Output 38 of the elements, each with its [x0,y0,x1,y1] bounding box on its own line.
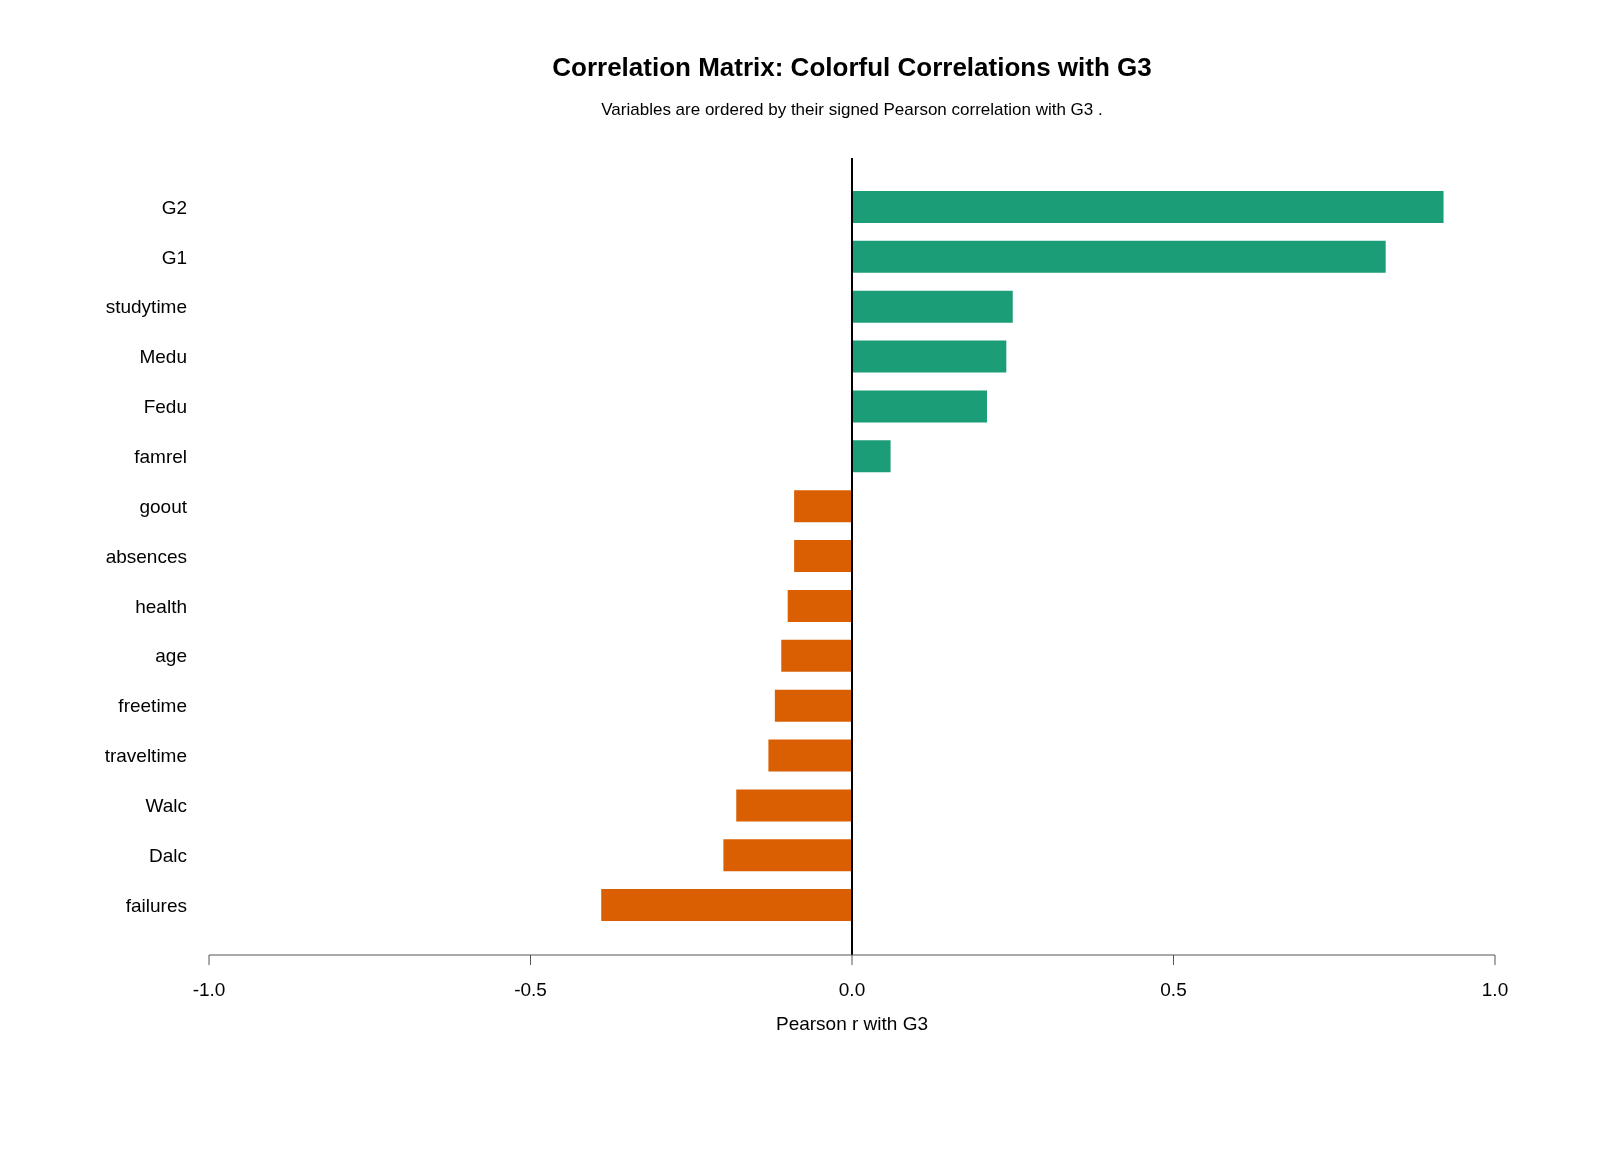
bar [768,739,852,772]
y-tick-label: studytime [105,296,187,318]
bar [781,639,852,672]
bar [774,689,852,722]
x-tick-label: -0.5 [514,979,547,1001]
x-tick-label: 1.0 [1481,979,1509,1001]
x-axis-title: Pearson r with G3 [775,1013,929,1034]
y-tick-label: traveltime [104,745,187,767]
y-tick-label: Fedu [143,396,187,418]
y-tick-label: goout [139,495,188,517]
bar [736,789,852,822]
y-tick-label: absences [105,545,187,567]
bar [723,839,852,872]
x-tick-label: 0.0 [838,979,866,1001]
y-tick-label: G1 [161,246,187,268]
bar [852,340,1007,373]
y-tick-label: Walc [145,795,187,817]
y-tick-label: health [135,595,187,617]
y-tick-label: failures [125,894,187,916]
x-tick-label: -1.0 [192,979,226,1001]
bar [852,390,988,423]
y-tick-label: Dalc [148,844,187,866]
bar [794,540,852,573]
chart-subtitle: Variables are ordered by their signed Pearson correlation with G3 . [600,100,1104,120]
bar [852,190,1444,223]
chart-title: Correlation Matrix: Colorful Correlations with G3 [551,52,1153,83]
bar [787,589,852,622]
y-tick-label: G2 [161,196,187,218]
bar [852,290,1013,323]
y-tick-label: freetime [118,695,187,717]
bar [601,889,852,922]
bar [852,240,1386,273]
y-tick-label: age [155,645,187,667]
bar [794,490,852,523]
x-tick-label: 0.5 [1160,979,1187,1001]
y-tick-label: Medu [139,346,187,368]
y-tick-label: famrel [134,446,187,468]
bar [852,440,891,473]
